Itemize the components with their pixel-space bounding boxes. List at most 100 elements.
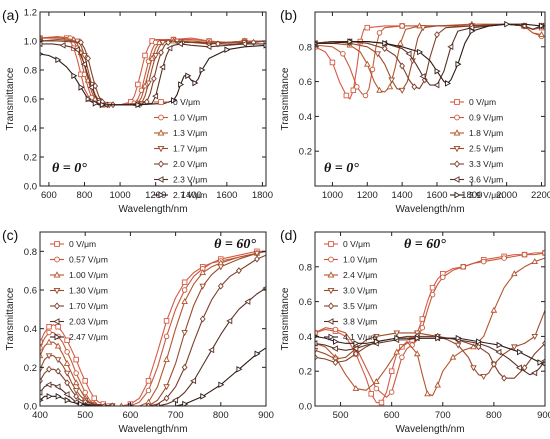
data-point-marker: [388, 389, 395, 395]
legend-marker: [53, 318, 60, 325]
chart-panel-2: 1000 1200 1400 1600 1800 2000 2200 0.2 0.4 0.6 0.8…: [280, 7, 550, 215]
data-point-marker: [208, 346, 215, 354]
y-tick-label: 0.8: [299, 262, 312, 273]
y-tick-label: 0.2: [24, 363, 37, 374]
legend-marker: [454, 160, 460, 168]
legend-marker: [327, 271, 335, 278]
data-point-marker: [368, 391, 374, 397]
data-point-marker: [480, 374, 487, 380]
data-point-marker: [511, 344, 518, 351]
y-axis-label: Transmittance: [5, 67, 16, 130]
series-line: [315, 23, 542, 90]
data-point-marker: [455, 60, 462, 68]
data-point-marker: [449, 353, 457, 360]
data-point-marker: [419, 73, 426, 80]
data-point-marker: [59, 42, 66, 49]
data-point-marker: [145, 80, 152, 87]
legend-marker: [158, 191, 165, 199]
data-point-marker: [200, 393, 207, 400]
data-point-marker: [435, 334, 442, 342]
data-point-marker: [393, 330, 401, 337]
data-point-marker: [181, 330, 188, 337]
x-tick-label: 600: [41, 190, 57, 201]
data-point-marker: [163, 318, 170, 324]
data-point-marker: [340, 51, 346, 57]
legend-marker: [54, 302, 60, 310]
series-line: [315, 23, 542, 86]
legend-label: 1.0 V/μm: [173, 113, 207, 123]
data-point-marker: [181, 287, 188, 293]
series-line: [40, 254, 266, 406]
legend-label: 1.70 V/μm: [69, 301, 108, 311]
data-point-marker: [73, 370, 79, 376]
legend-label: 2.03 V/μm: [69, 317, 108, 327]
data-point-marker: [376, 86, 383, 93]
x-tick-label: 2200: [531, 190, 550, 201]
data-point-marker: [172, 396, 179, 404]
data-point-marker: [350, 87, 357, 94]
data-point-marker: [490, 306, 498, 313]
data-point-marker: [46, 323, 52, 330]
data-point-marker: [73, 46, 80, 53]
data-point-marker: [158, 49, 164, 57]
legend-marker: [454, 114, 460, 121]
x-tick-label: 1400: [181, 190, 202, 201]
data-point-marker: [199, 315, 206, 323]
data-point-marker: [166, 44, 173, 52]
legend-marker: [157, 129, 165, 136]
data-point-marker: [159, 40, 167, 47]
series-group: [40, 34, 266, 109]
y-tick-label: 0.0: [24, 402, 37, 413]
data-point-marker: [253, 250, 261, 257]
legend-label: 1.0 V/μm: [343, 255, 377, 265]
y-tick-label: 0.2: [24, 153, 37, 164]
data-point-marker: [163, 384, 170, 391]
data-point-marker: [329, 59, 336, 66]
x-tick-label: 800: [213, 410, 229, 421]
y-tick-label: 0.0: [299, 402, 312, 413]
data-point-marker: [54, 357, 62, 364]
data-point-marker: [417, 48, 424, 56]
data-point-marker: [332, 326, 339, 333]
legend-label: 0 V/μm: [343, 239, 370, 249]
legend-label: 2.0 V/μm: [173, 159, 207, 169]
data-point-marker: [145, 402, 152, 406]
legend-label: 1.30 V/μm: [69, 286, 108, 296]
x-tick-label: 900: [537, 410, 550, 421]
legend-label: 0 V/μm: [69, 239, 96, 249]
legend-label: 0 V/μm: [469, 97, 496, 107]
data-point-marker: [141, 82, 149, 89]
legend-label: 3.5 V/μm: [343, 301, 377, 311]
y-tick-label: 0.4: [24, 124, 37, 135]
data-point-marker: [393, 348, 401, 355]
data-point-marker: [434, 381, 441, 388]
data-point-marker: [192, 79, 199, 87]
data-point-marker: [531, 258, 539, 264]
data-point-marker: [217, 264, 225, 271]
data-point-marker: [171, 97, 178, 104]
data-point-marker: [165, 38, 172, 46]
y-tick-label: 0.4: [299, 112, 312, 123]
data-point-marker: [78, 38, 84, 46]
chart-panel-1: 600 800 1000 1200 1400 1600 18000.00.20.40.60.…: [2, 7, 273, 215]
data-point-marker: [85, 54, 91, 62]
data-point-marker: [399, 354, 405, 361]
data-point-marker: [46, 393, 53, 400]
data-point-marker: [354, 84, 360, 90]
data-point-marker: [78, 84, 85, 91]
legend: 0 V/μm 1.0 V/μm 2.4 V/μm 3.0 V/μm 3.5 V/μm 3.…: [324, 239, 377, 342]
data-point-marker: [80, 60, 87, 68]
data-point-marker: [185, 72, 192, 80]
panel-tag: (d): [280, 227, 297, 243]
data-point-marker: [218, 381, 225, 389]
data-point-marker: [40, 352, 44, 359]
legend-label: 0.9 V/μm: [469, 113, 503, 123]
data-point-marker: [151, 75, 157, 83]
data-point-marker: [413, 350, 421, 357]
data-point-marker: [190, 377, 197, 385]
data-point-marker: [515, 364, 522, 372]
data-point-marker: [468, 24, 475, 31]
data-point-marker: [352, 385, 360, 392]
legend: 0 V/μm 0.57 V/μm 1.00 V/μm 1.30 V/μm 1.70 V/…: [50, 239, 108, 342]
data-point-marker: [398, 87, 406, 94]
